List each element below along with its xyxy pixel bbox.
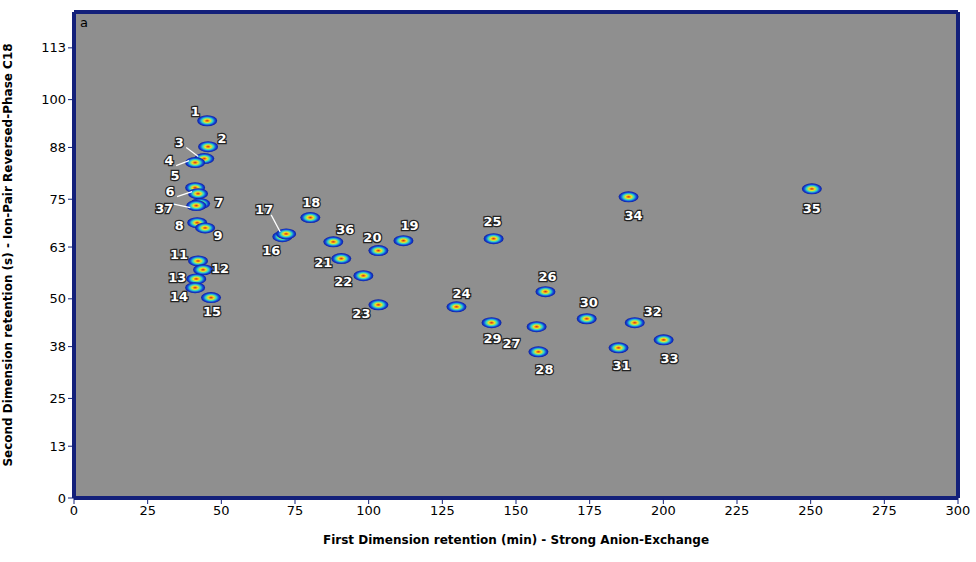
svg-text:17: 17: [255, 202, 273, 217]
svg-text:Second Dimension retention (s): Second Dimension retention (s) - Ion-Pai…: [1, 43, 15, 466]
svg-text:175: 175: [577, 503, 602, 518]
svg-text:100: 100: [41, 92, 66, 107]
svg-text:250: 250: [798, 503, 823, 518]
svg-text:0: 0: [58, 491, 66, 506]
svg-text:37: 37: [155, 201, 173, 216]
svg-text:225: 225: [725, 503, 750, 518]
svg-text:125: 125: [430, 503, 455, 518]
svg-text:a: a: [80, 15, 88, 30]
svg-text:32: 32: [644, 304, 662, 319]
svg-text:75: 75: [287, 503, 304, 518]
svg-text:26: 26: [538, 269, 556, 284]
svg-text:13: 13: [168, 270, 186, 285]
svg-text:50: 50: [213, 503, 230, 518]
svg-text:22: 22: [334, 274, 352, 289]
svg-text:50: 50: [49, 291, 66, 306]
svg-text:100: 100: [356, 503, 381, 518]
svg-text:5: 5: [171, 168, 180, 183]
svg-text:200: 200: [651, 503, 676, 518]
svg-text:16: 16: [262, 243, 280, 258]
svg-text:35: 35: [803, 201, 821, 216]
svg-text:75: 75: [49, 192, 66, 207]
svg-text:38: 38: [49, 339, 66, 354]
svg-text:6: 6: [166, 184, 175, 199]
svg-text:34: 34: [625, 208, 643, 223]
svg-text:24: 24: [452, 286, 470, 301]
svg-text:36: 36: [336, 222, 354, 237]
svg-text:11: 11: [170, 247, 188, 262]
svg-text:13: 13: [49, 439, 66, 454]
svg-text:113: 113: [41, 40, 66, 55]
svg-text:88: 88: [49, 140, 66, 155]
svg-text:29: 29: [483, 331, 501, 346]
svg-text:63: 63: [49, 240, 66, 255]
svg-text:15: 15: [203, 304, 221, 319]
svg-text:8: 8: [175, 218, 184, 233]
svg-text:0: 0: [70, 503, 78, 518]
svg-text:1: 1: [191, 104, 200, 119]
svg-text:19: 19: [400, 218, 418, 233]
svg-text:7: 7: [215, 195, 224, 210]
svg-text:150: 150: [504, 503, 529, 518]
svg-text:4: 4: [165, 153, 174, 168]
svg-text:31: 31: [612, 358, 630, 373]
svg-text:28: 28: [535, 362, 553, 377]
svg-text:27: 27: [503, 336, 521, 351]
svg-text:12: 12: [211, 261, 229, 276]
svg-text:33: 33: [661, 351, 679, 366]
svg-text:3: 3: [175, 135, 184, 150]
svg-text:25: 25: [484, 214, 502, 229]
svg-text:300: 300: [946, 503, 971, 518]
svg-text:18: 18: [302, 195, 320, 210]
svg-text:14: 14: [170, 289, 188, 304]
svg-text:275: 275: [872, 503, 897, 518]
svg-text:20: 20: [363, 230, 381, 245]
svg-text:23: 23: [352, 306, 370, 321]
svg-text:25: 25: [49, 391, 66, 406]
svg-text:25: 25: [139, 503, 156, 518]
svg-text:9: 9: [214, 228, 223, 243]
svg-text:21: 21: [314, 255, 332, 270]
svg-text:First Dimension retention (min: First Dimension retention (min) - Strong…: [323, 533, 709, 547]
svg-text:2: 2: [218, 131, 227, 146]
svg-text:30: 30: [580, 295, 598, 310]
